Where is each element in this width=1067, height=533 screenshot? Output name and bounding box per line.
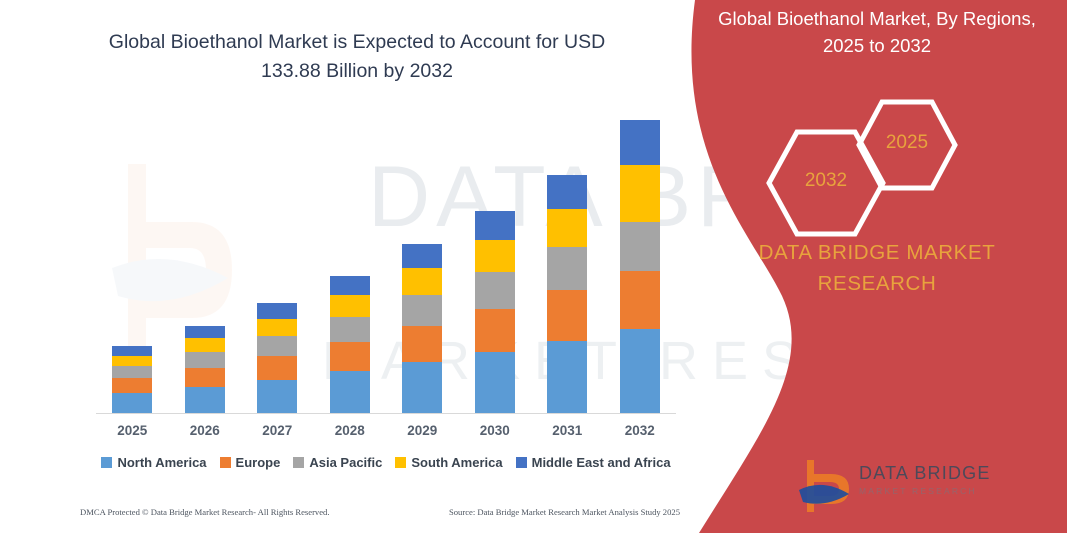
bar-segment (619, 329, 660, 413)
bar-segment (112, 355, 153, 367)
bar-segment (184, 386, 225, 413)
bar-2029 (402, 244, 443, 413)
bar-segment (474, 272, 515, 309)
bar-2030 (474, 211, 515, 413)
bar-segment (329, 317, 370, 342)
bar-segment (184, 352, 225, 368)
bar-segment (402, 295, 443, 326)
bar-segment (329, 371, 370, 413)
hexagon-end-year: 2032 (765, 128, 887, 238)
bar-segment (619, 222, 660, 271)
data-bridge-b-logo-icon (799, 460, 849, 512)
bar-segment (184, 338, 225, 353)
bar-2026 (184, 325, 225, 413)
hexagon-badges: 2025 2032 (727, 98, 1027, 237)
bar-segment (474, 351, 515, 413)
legend-swatch-icon (515, 457, 527, 468)
bar-2027 (257, 303, 298, 413)
hexagon-end-year-label: 2032 (804, 170, 848, 191)
footer-source: Source: Data Bridge Market Research Mark… (448, 507, 680, 517)
legend-swatch-icon (395, 457, 407, 468)
legend-swatch-icon (293, 457, 305, 468)
bar-segment (619, 165, 660, 223)
footer-copyright: DMCA Protected © Data Bridge Market Rese… (80, 507, 330, 517)
hexagon-outline-icon (766, 129, 886, 237)
bar-segment (619, 120, 660, 166)
right-red-panel: Global Bioethanol Market, By Regions, 20… (667, 0, 1067, 533)
x-axis-label-2027: 2027 (262, 423, 293, 438)
bar-2031 (547, 175, 588, 413)
bar-segment (474, 239, 515, 273)
bar-segment (547, 247, 588, 290)
logo-wordmark: DATA BRIDGE (859, 463, 991, 483)
legend-swatch-icon (219, 457, 231, 468)
bar-segment (547, 289, 588, 341)
bar-segment (184, 367, 225, 387)
bar-2032 (619, 120, 660, 413)
hexagon-start-year: 2025 (855, 98, 959, 192)
bar-segment (257, 318, 298, 337)
legend-label: Asia Pacific (309, 455, 383, 470)
bar-segment (402, 325, 443, 362)
chart-title: Global Bioethanol Market is Expected to … (108, 31, 606, 83)
bar-segment (402, 361, 443, 413)
bar-segment (112, 366, 153, 379)
legend-item[interactable]: Europe (219, 455, 281, 470)
legend-label: Europe (235, 455, 281, 470)
bar-segment (329, 295, 370, 318)
legend-label: Middle East and Africa (531, 455, 671, 470)
bar-segment (547, 175, 588, 209)
brand-name: DATA BRIDGE MARKET RESEARCH (701, 238, 1053, 300)
bar-2028 (329, 275, 370, 413)
x-axis-label-2028: 2028 (334, 423, 365, 438)
x-axis-label-2029: 2029 (407, 423, 438, 438)
bar-segment (257, 356, 298, 380)
footer: DMCA Protected © Data Bridge Market Rese… (80, 507, 680, 517)
x-axis-labels: 2025 2026 2027 2028 2029 2030 2031 2032 (96, 423, 676, 443)
logo-tagline: MARKET RESEARCH (859, 486, 977, 496)
bar-segment (547, 208, 588, 248)
bar-2025 (112, 346, 153, 413)
bar-segment (329, 275, 370, 296)
x-axis-label-2025: 2025 (117, 423, 148, 438)
legend-item[interactable]: Asia Pacific (293, 455, 382, 470)
legend-item[interactable]: South America (395, 455, 503, 470)
company-logo: DATA BRIDGE MARKET RESEARCH (797, 455, 1047, 517)
bar-segment (184, 325, 225, 339)
bar-segment (402, 244, 443, 269)
bar-segment (112, 392, 153, 413)
x-axis-label-2032: 2032 (624, 423, 655, 438)
bar-segment (619, 270, 660, 330)
legend-item[interactable]: Middle East and Africa (515, 455, 671, 470)
bar-segment (112, 346, 153, 356)
bar-segment (329, 341, 370, 372)
bar-segment (257, 303, 298, 319)
red-panel-shape (691, 0, 1067, 533)
hexagon-outline-icon (856, 99, 958, 191)
bar-segment (474, 211, 515, 240)
hexagon-start-year-label: 2025 (885, 132, 929, 153)
legend-label: North America (117, 455, 207, 470)
brand-line-2: RESEARCH (817, 271, 937, 295)
bar-segment (402, 268, 443, 296)
stacked-bar-chart (96, 120, 676, 414)
bar-segment (257, 379, 298, 413)
legend-swatch-icon (101, 457, 113, 468)
bar-segment (474, 308, 515, 352)
bar-segment (547, 340, 588, 413)
legend-item[interactable]: North America (101, 455, 207, 470)
x-axis-label-2030: 2030 (479, 423, 510, 438)
legend-label: South America (411, 455, 503, 470)
x-axis-label-2031: 2031 (552, 423, 583, 438)
red-panel-title: Global Bioethanol Market, By Regions, 20… (718, 8, 1036, 56)
brand-line-1: DATA BRIDGE MARKET (758, 241, 996, 264)
x-axis-line (96, 413, 676, 414)
bar-segment (112, 378, 153, 393)
x-axis-label-2026: 2026 (189, 423, 220, 438)
chart-legend: North America Europe Asia Pacific South Ame… (96, 455, 676, 470)
bar-segment (257, 336, 298, 357)
